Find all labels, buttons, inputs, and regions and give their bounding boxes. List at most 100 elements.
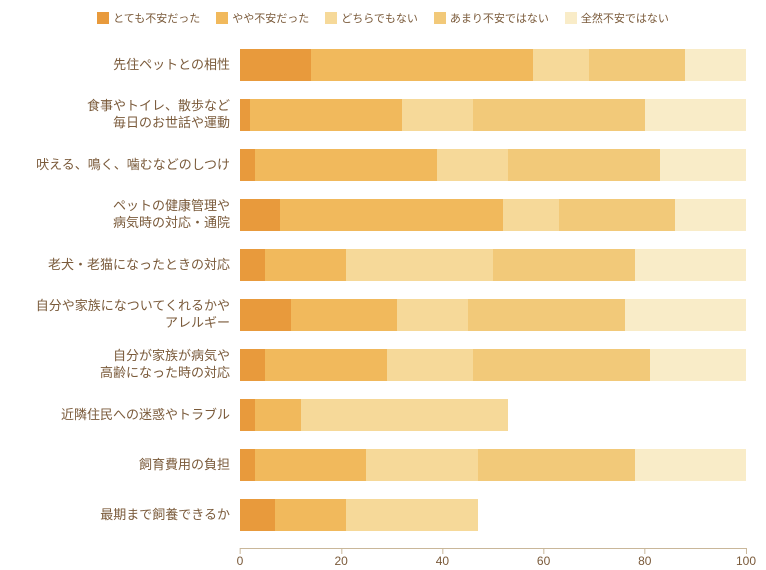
plot-area: 先住ペットとの相性食事やトイレ、散歩など 毎日のお世話や運動吠える、鳴く、噛むな… [20, 40, 746, 540]
chart-row: 老犬・老猫になったときの対応 [20, 240, 746, 290]
bar-segment [650, 349, 746, 381]
bar-segment [635, 449, 746, 481]
bar-segment [625, 299, 746, 331]
bar-track [240, 149, 746, 181]
bar-segment [250, 99, 402, 131]
bar-segment [265, 249, 346, 281]
legend-item: やや不安だった [216, 10, 309, 26]
bar-track [240, 349, 746, 381]
x-tick: 20 [335, 554, 348, 568]
bar-segment [660, 149, 746, 181]
stacked-bar-chart: とても不安だったやや不安だったどちらでもないあまり不安ではない全然不安ではない … [0, 0, 766, 560]
x-tick: 60 [537, 554, 550, 568]
bar-track [240, 249, 746, 281]
category-label: 自分や家族になついてくれるかや アレルギー [20, 298, 240, 332]
legend-label: どちらでもない [341, 10, 418, 26]
bar-segment [240, 199, 280, 231]
bar-segment [675, 199, 746, 231]
x-tick-label: 40 [436, 554, 449, 568]
category-label: 自分が家族が病気や 高齢になった時の対応 [20, 348, 240, 382]
x-axis-ticks: 020406080100 [240, 550, 746, 570]
bar-segment [346, 499, 478, 531]
chart-row: 自分や家族になついてくれるかや アレルギー [20, 290, 746, 340]
bar-segment [255, 399, 301, 431]
legend-swatch [565, 12, 577, 24]
bar-segment [240, 249, 265, 281]
legend-item: どちらでもない [325, 10, 418, 26]
bar-segment [402, 99, 473, 131]
bar-segment [473, 99, 645, 131]
legend-swatch [325, 12, 337, 24]
category-label: 飼育費用の負担 [20, 457, 240, 474]
bar-segment [255, 149, 437, 181]
bar-segment [240, 99, 250, 131]
category-label: 近隣住民への迷惑やトラブル [20, 407, 240, 424]
bar-segment [366, 449, 477, 481]
bar-segment [291, 299, 397, 331]
x-tick-label: 20 [335, 554, 348, 568]
x-axis: 020406080100 [20, 548, 746, 570]
bar-segment [508, 149, 660, 181]
legend-label: あまり不安ではない [450, 10, 549, 26]
bar-track [240, 499, 746, 531]
bar-segment [346, 249, 493, 281]
bar-segment [240, 49, 311, 81]
legend-item: あまり不安ではない [434, 10, 549, 26]
x-tick: 40 [436, 554, 449, 568]
x-tick: 100 [736, 554, 756, 568]
legend-label: とても不安だった [113, 10, 200, 26]
chart-row: 近隣住民への迷惑やトラブル [20, 390, 746, 440]
bar-segment [437, 149, 508, 181]
legend-label: 全然不安ではない [581, 10, 669, 26]
chart-row: 先住ペットとの相性 [20, 40, 746, 90]
bar-segment [280, 199, 503, 231]
bar-segment [240, 499, 275, 531]
bar-track [240, 49, 746, 81]
bar-segment [240, 149, 255, 181]
category-label: 老犬・老猫になったときの対応 [20, 257, 240, 274]
bar-segment [255, 449, 366, 481]
chart-row: 自分が家族が病気や 高齢になった時の対応 [20, 340, 746, 390]
bar-segment [559, 199, 675, 231]
bar-segment [240, 299, 291, 331]
chart-row: 食事やトイレ、散歩など 毎日のお世話や運動 [20, 90, 746, 140]
category-label: 食事やトイレ、散歩など 毎日のお世話や運動 [20, 98, 240, 132]
chart-row: 最期まで飼養できるか [20, 490, 746, 540]
legend-item: とても不安だった [97, 10, 200, 26]
bar-segment [635, 249, 746, 281]
bar-segment [311, 49, 534, 81]
bar-segment [503, 199, 559, 231]
x-tick-label: 80 [638, 554, 651, 568]
bar-segment [493, 249, 635, 281]
legend-swatch [216, 12, 228, 24]
bar-segment [387, 349, 473, 381]
category-label: 先住ペットとの相性 [20, 57, 240, 74]
category-label: ペットの健康管理や 病気時の対応・通院 [20, 198, 240, 232]
bar-segment [397, 299, 468, 331]
bar-segment [589, 49, 685, 81]
legend: とても不安だった やや不安だった どちらでもない あまり不安ではない 全然不安ではない [20, 10, 746, 26]
bar-segment [301, 399, 508, 431]
x-tick: 80 [638, 554, 651, 568]
category-label: 最期まで飼養できるか [20, 507, 240, 524]
bar-track [240, 199, 746, 231]
bar-segment [240, 399, 255, 431]
bar-segment [533, 49, 589, 81]
x-tick-label: 0 [237, 554, 244, 568]
chart-row: 飼育費用の負担 [20, 440, 746, 490]
bar-segment [240, 349, 265, 381]
x-tick-label: 100 [736, 554, 756, 568]
bar-track [240, 99, 746, 131]
chart-row: ペットの健康管理や 病気時の対応・通院 [20, 190, 746, 240]
bar-track [240, 299, 746, 331]
legend-swatch [434, 12, 446, 24]
legend-item: 全然不安ではない [565, 10, 669, 26]
bar-segment [645, 99, 746, 131]
bar-segment [473, 349, 650, 381]
bar-track [240, 399, 746, 431]
x-tick-label: 60 [537, 554, 550, 568]
legend-label: やや不安だった [232, 10, 309, 26]
chart-row: 吠える、鳴く、噛むなどのしつけ [20, 140, 746, 190]
bar-segment [478, 449, 635, 481]
bar-track [240, 449, 746, 481]
